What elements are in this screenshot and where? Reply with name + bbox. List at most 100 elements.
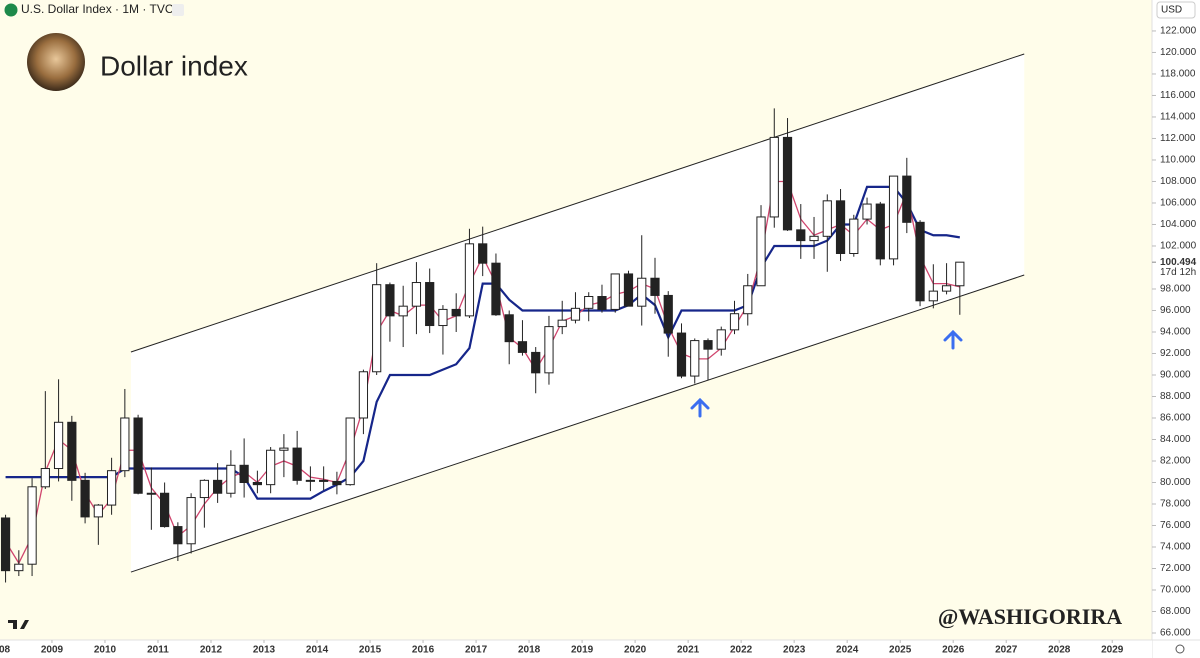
y-tick-label: 118.000 [1160,69,1196,80]
x-tick-label: 2028 [1048,645,1071,656]
y-tick-label: 86.000 [1160,413,1191,424]
candle-body [199,479,209,499]
candle-body [332,480,342,486]
candle-body [557,319,567,328]
x-tick-label: 2011 [147,645,169,656]
y-tick-label: 114.000 [1160,112,1196,123]
x-tick-label: 2020 [624,645,647,656]
candle-body [160,492,170,528]
candle-body [941,285,952,292]
y-tick-label: 96.000 [1160,305,1191,316]
currency-button[interactable] [1156,1,1196,19]
candle-body [743,285,753,315]
candle-body [517,341,528,353]
y-tick-label: 78.000 [1160,499,1191,510]
y-tick-label: 106.000 [1160,198,1197,209]
candle-body [385,284,395,317]
candle-body [478,243,488,264]
candle-body [345,417,355,486]
candle-body [504,314,514,343]
candle-body [690,340,700,377]
candle-layer [0,108,965,583]
candle-body [703,340,713,350]
candle-body [411,282,422,307]
candle-body [597,296,607,310]
x-tick-label: 2027 [995,645,1018,656]
x-tick-label: 2018 [518,645,541,656]
candle-body [570,307,581,321]
y-tick-label: 74.000 [1160,542,1191,553]
candle-body [782,136,793,231]
y-tick-label: 92.000 [1160,348,1191,359]
x-tick-label: 2022 [730,645,753,656]
candle-body [0,517,11,572]
y-tick-label: 116.000 [1160,90,1196,101]
candle-body [610,273,620,310]
candle-body [266,449,276,486]
title-menu[interactable] [172,4,184,16]
x-tick-label: 2014 [306,645,329,656]
candle-body [27,486,37,565]
candle-body [663,294,673,334]
y-tick-label: 70.000 [1160,585,1191,596]
candle-body [491,262,501,316]
candle-body [133,417,143,494]
y-tick-label: 122.000 [1160,26,1197,37]
candle-body [425,282,435,327]
x-tick-label: 2025 [889,645,912,656]
watermark: @WASHIGORIRA [938,604,1122,629]
channel-line [130,274,1025,573]
candle-body [93,504,103,518]
candle-body [226,464,236,494]
candle-body [584,296,594,309]
candle-body [650,277,660,296]
candle-body [53,421,64,470]
candle-body [637,277,647,307]
candle-body [862,203,872,220]
heading: Dollar index [100,50,248,81]
x-tick-label: 2012 [200,645,223,656]
y-tick-label: 82.000 [1160,456,1191,467]
candle-body [729,313,740,331]
y-tick-label: 68.000 [1160,606,1191,617]
settings-button[interactable] [1175,644,1185,654]
y-axis-panel [1152,0,1200,658]
candle-body [888,175,899,260]
y-tick-label: 80.000 [1160,477,1191,488]
candle-body [305,479,316,482]
x-tick-label: 2015 [359,645,382,656]
candle-body [796,229,806,242]
y-tick-label: 72.000 [1160,563,1191,574]
y-tick-label: 90.000 [1160,370,1191,381]
candle-body [146,492,156,495]
candle-body [822,200,832,237]
candle-body [756,216,766,287]
candle-body [40,468,50,488]
x-tick-label: 2008 [0,645,10,656]
candle-body [835,200,846,255]
candle-body [451,308,461,317]
x-tick-label: 2010 [94,645,117,656]
tv-logo [8,620,29,629]
tick-layer: 66.000 68.000 70.000 72.000 74.000 76.000 78.0… [0,26,1197,656]
x-tick-label: 2009 [41,645,64,656]
arrow-up [943,329,963,350]
y-tick-label: 66.000 [1160,628,1191,639]
chart-title: U.S. Dollar Index · 1M · TVC [21,2,174,16]
candle-body [676,332,687,377]
x-tick-label: 2017 [465,645,488,656]
y-tick-label: 102.000 [1160,241,1197,252]
x-tick-label: 2026 [942,645,965,656]
arrow-up [690,397,710,418]
candle-body [239,464,249,483]
arrows [690,329,963,418]
y-tick-label: 108.000 [1160,176,1197,187]
candle-body [955,261,965,287]
currency: USD [1161,5,1182,16]
x-axis-panel [0,640,1152,658]
last-price: 100.494 [1160,257,1197,268]
x-tick-label: 2013 [253,645,276,656]
candle-body [14,563,24,572]
candle-body [358,371,369,419]
channel-line [130,53,1025,353]
